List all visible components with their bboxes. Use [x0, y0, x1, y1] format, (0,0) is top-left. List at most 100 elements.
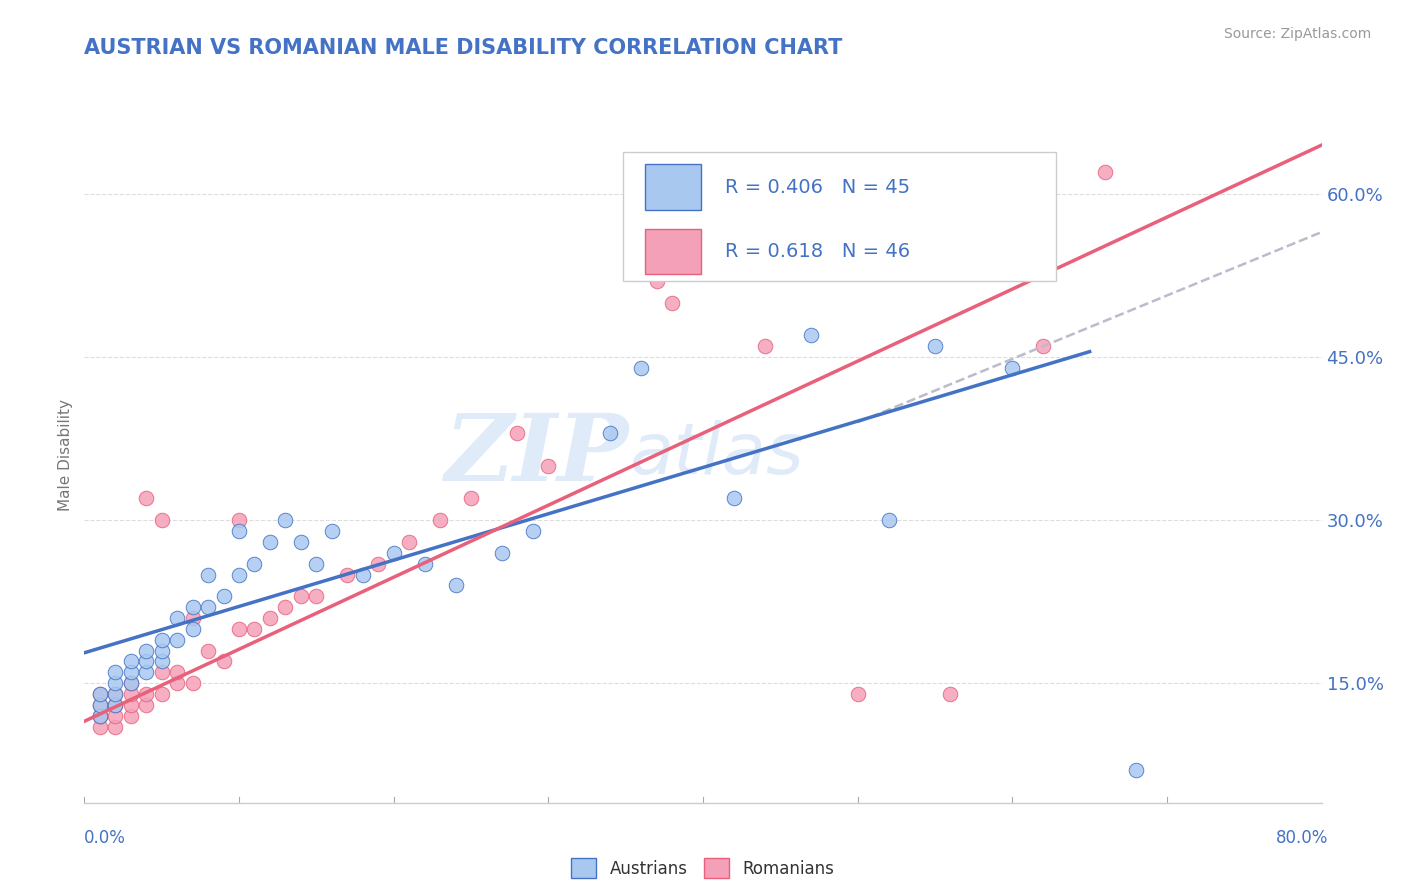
- Point: [135, 643, 157, 657]
- Point: [104, 687, 127, 701]
- Point: [645, 274, 668, 288]
- Point: [135, 687, 157, 701]
- Point: [135, 665, 157, 680]
- Point: [228, 513, 250, 527]
- Point: [120, 676, 142, 690]
- Point: [305, 589, 328, 603]
- Point: [243, 622, 266, 636]
- Text: AUSTRIAN VS ROMANIAN MALE DISABILITY CORRELATION CHART: AUSTRIAN VS ROMANIAN MALE DISABILITY COR…: [84, 38, 842, 58]
- Point: [274, 600, 297, 615]
- Legend: Austrians, Romanians: Austrians, Romanians: [565, 851, 841, 885]
- Text: Source: ZipAtlas.com: Source: ZipAtlas.com: [1223, 27, 1371, 41]
- Point: [89, 687, 111, 701]
- Y-axis label: Male Disability: Male Disability: [58, 399, 73, 511]
- Point: [491, 546, 513, 560]
- Point: [522, 524, 544, 538]
- Point: [846, 687, 869, 701]
- Point: [398, 534, 420, 549]
- Point: [290, 589, 312, 603]
- Point: [800, 328, 823, 343]
- Point: [661, 295, 683, 310]
- Point: [243, 557, 266, 571]
- Point: [104, 698, 127, 712]
- Point: [166, 676, 188, 690]
- Point: [429, 513, 451, 527]
- Point: [89, 698, 111, 712]
- Point: [321, 524, 343, 538]
- Point: [89, 698, 111, 712]
- Point: [120, 687, 142, 701]
- Point: [120, 698, 142, 712]
- Point: [228, 567, 250, 582]
- Point: [274, 513, 297, 527]
- Text: R = 0.618   N = 46: R = 0.618 N = 46: [725, 242, 911, 260]
- Point: [259, 611, 281, 625]
- Point: [135, 698, 157, 712]
- Point: [150, 513, 173, 527]
- Point: [166, 632, 188, 647]
- Point: [228, 524, 250, 538]
- Point: [367, 557, 389, 571]
- Point: [150, 665, 173, 680]
- Point: [197, 643, 219, 657]
- Point: [135, 655, 157, 669]
- Point: [89, 687, 111, 701]
- FancyBboxPatch shape: [645, 228, 700, 274]
- Point: [104, 720, 127, 734]
- Point: [89, 708, 111, 723]
- Point: [89, 720, 111, 734]
- Text: R = 0.406   N = 45: R = 0.406 N = 45: [725, 178, 911, 196]
- Point: [120, 655, 142, 669]
- Point: [197, 600, 219, 615]
- Text: 80.0%: 80.0%: [1277, 829, 1329, 847]
- Text: ZIP: ZIP: [444, 410, 628, 500]
- Point: [939, 687, 962, 701]
- Point: [150, 687, 173, 701]
- Point: [120, 708, 142, 723]
- Point: [104, 665, 127, 680]
- Point: [89, 708, 111, 723]
- Point: [290, 534, 312, 549]
- Point: [336, 567, 359, 582]
- Point: [89, 708, 111, 723]
- Point: [1125, 763, 1147, 777]
- Point: [212, 589, 235, 603]
- Point: [259, 534, 281, 549]
- Point: [1032, 339, 1054, 353]
- Point: [1094, 165, 1116, 179]
- Point: [150, 655, 173, 669]
- Point: [181, 600, 204, 615]
- Point: [723, 491, 745, 506]
- Point: [181, 611, 204, 625]
- Point: [305, 557, 328, 571]
- Point: [352, 567, 374, 582]
- Point: [754, 339, 776, 353]
- Point: [181, 622, 204, 636]
- Point: [537, 458, 560, 473]
- Point: [228, 622, 250, 636]
- Point: [120, 665, 142, 680]
- Point: [460, 491, 482, 506]
- Point: [924, 339, 946, 353]
- Point: [104, 698, 127, 712]
- Point: [444, 578, 467, 592]
- Point: [506, 426, 529, 441]
- Point: [877, 513, 900, 527]
- Point: [181, 676, 204, 690]
- Point: [599, 426, 621, 441]
- Point: [382, 546, 405, 560]
- Text: 0.0%: 0.0%: [84, 829, 127, 847]
- Point: [120, 676, 142, 690]
- FancyBboxPatch shape: [645, 164, 700, 210]
- Point: [135, 491, 157, 506]
- Point: [413, 557, 436, 571]
- Point: [150, 632, 173, 647]
- Point: [212, 655, 235, 669]
- Point: [166, 611, 188, 625]
- Point: [166, 665, 188, 680]
- Text: atlas: atlas: [628, 420, 803, 490]
- Point: [104, 687, 127, 701]
- Point: [104, 676, 127, 690]
- Point: [1001, 361, 1024, 376]
- Point: [630, 361, 652, 376]
